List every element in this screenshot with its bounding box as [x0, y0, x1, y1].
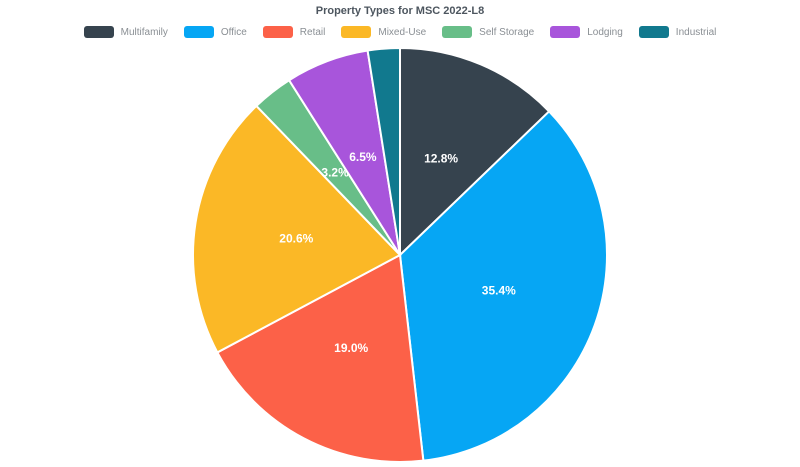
- pie-chart: 12.8% 35.4% 19.0% 20.6% 3.2%6.5%: [192, 46, 608, 464]
- slice-label-office: 35.4%: [482, 284, 516, 298]
- legend-item-retail[interactable]: Retail: [262, 26, 326, 38]
- legend-label: Retail: [299, 26, 326, 38]
- legend-swatch: [442, 26, 473, 38]
- slice-label-self-storage: 3.2%: [321, 165, 349, 179]
- slice-label-mixed-use: 20.6%: [279, 232, 313, 246]
- legend-label: Multifamily: [120, 26, 168, 38]
- legend-label: Office: [220, 26, 247, 38]
- legend-label: Self Storage: [479, 26, 535, 38]
- legend-swatch: [83, 26, 114, 38]
- legend-item-self-storage[interactable]: Self Storage: [442, 26, 534, 38]
- pie-slice-mixed-use[interactable]: [192, 104, 402, 354]
- legend-label: Industrial: [675, 26, 717, 38]
- legend-swatch: [638, 26, 669, 38]
- legend: Multifamily Office Retail Mixed-Use Self Sto…: [0, 26, 800, 38]
- slice-label-retail: 19.0%: [334, 341, 368, 355]
- legend-swatch: [183, 26, 214, 38]
- slice-label-lodging: 6.5%: [349, 150, 377, 164]
- legend-item-lodging[interactable]: Lodging: [550, 26, 623, 38]
- legend-item-office[interactable]: Office: [183, 26, 247, 38]
- slice-label-multifamily: 12.8%: [424, 151, 458, 165]
- legend-swatch: [341, 26, 372, 38]
- pie-slice-retail[interactable]: [216, 253, 425, 464]
- legend-label: Mixed-Use: [378, 26, 427, 38]
- pie-slice-office[interactable]: [398, 109, 608, 462]
- legend-swatch: [262, 26, 293, 38]
- legend-item-multifamily[interactable]: Multifamily: [83, 26, 168, 38]
- pie-slice-multifamily[interactable]: [399, 46, 551, 258]
- pie-slice-industrial[interactable]: [366, 46, 401, 256]
- chart-title: Property Types for MSC 2022-L8: [315, 5, 485, 17]
- legend-item-industrial[interactable]: Industrial: [638, 26, 717, 38]
- legend-label: Lodging: [587, 26, 623, 38]
- legend-swatch: [550, 26, 581, 38]
- legend-item-mixed-use[interactable]: Mixed-Use: [341, 26, 426, 38]
